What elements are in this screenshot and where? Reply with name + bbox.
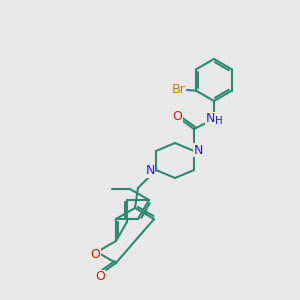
Text: O: O xyxy=(95,271,105,284)
Text: N: N xyxy=(205,112,215,125)
Text: H: H xyxy=(215,116,223,126)
Text: Br: Br xyxy=(172,83,186,96)
Text: N: N xyxy=(193,143,203,157)
Text: N: N xyxy=(145,164,155,178)
Text: O: O xyxy=(172,110,182,124)
Text: O: O xyxy=(90,248,100,262)
